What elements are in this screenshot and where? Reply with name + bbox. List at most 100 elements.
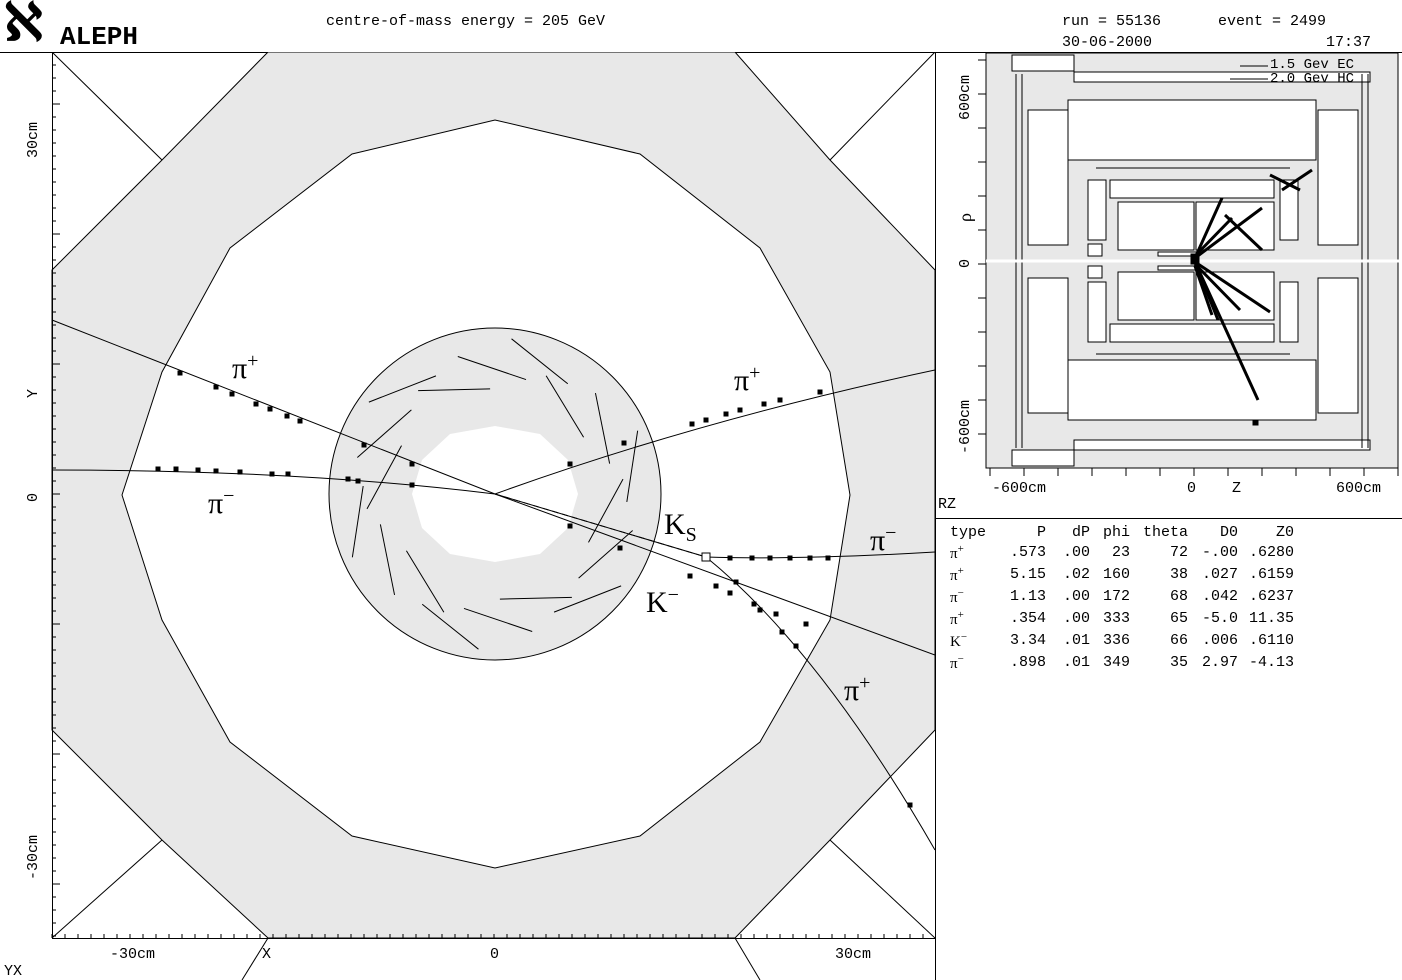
hit-marker xyxy=(723,411,729,417)
itc-wire xyxy=(545,375,585,438)
detector-module xyxy=(1011,449,1075,467)
strut-line xyxy=(734,937,761,980)
hit-marker xyxy=(773,611,779,617)
hit-marker xyxy=(817,389,823,395)
hit-marker xyxy=(687,573,693,579)
cell-dp: .00 xyxy=(1062,609,1090,627)
z-tick-label: 600cm xyxy=(1336,480,1382,497)
rz-vertex xyxy=(1190,253,1200,265)
type-symbol: π xyxy=(950,612,958,628)
cell-z0: .6237 xyxy=(1248,587,1294,605)
hit-marker xyxy=(213,468,219,474)
particle-label: π− xyxy=(208,485,235,520)
z-axis-label: Z xyxy=(1232,480,1242,497)
hit-marker xyxy=(803,621,809,627)
type-cell: π− xyxy=(950,585,1006,607)
col-header: P xyxy=(1036,524,1046,541)
rz-track xyxy=(1193,197,1224,259)
particle-table: type P dP phi theta D0 Z0 π+ .573.00 23 72-… xyxy=(950,524,1294,673)
cell-dp: .01 xyxy=(1062,631,1090,649)
itc-wire xyxy=(379,524,396,596)
r-tick-label: 0 xyxy=(957,258,974,268)
hit-marker xyxy=(767,555,773,561)
cell-theta: 68 xyxy=(1169,587,1188,605)
detector-module xyxy=(1279,179,1299,241)
itc-wire xyxy=(588,478,624,543)
hit-marker xyxy=(229,391,235,397)
itc-wire xyxy=(626,430,639,502)
cell-z0: -4.13 xyxy=(1248,653,1294,671)
hit-marker xyxy=(737,407,743,413)
detector-module xyxy=(1073,71,1371,83)
itc-wires xyxy=(351,338,639,650)
cell-phi: 349 xyxy=(1102,653,1130,671)
cell-phi: 172 xyxy=(1102,587,1130,605)
charge-symbol: − xyxy=(957,587,964,599)
itc-wire xyxy=(463,607,533,632)
detector-module xyxy=(1279,281,1299,343)
cell-z0: .6110 xyxy=(1248,631,1294,649)
hit-marker xyxy=(807,555,813,561)
particle-label: KS xyxy=(664,508,697,546)
hit-marker xyxy=(409,461,415,467)
detector-module xyxy=(1067,99,1317,161)
type-cell: K− xyxy=(950,629,1006,651)
cell-phi: 160 xyxy=(1102,565,1130,583)
itc-wire xyxy=(594,392,611,464)
detector-module xyxy=(1087,281,1107,343)
time-label: 17:37 xyxy=(1326,34,1372,51)
hit-marker xyxy=(237,469,243,475)
strut-line xyxy=(829,839,935,939)
rz-track xyxy=(1193,216,1234,258)
hit-marker xyxy=(703,417,709,423)
strut-line xyxy=(51,839,163,939)
rz-track xyxy=(1194,206,1263,260)
rz-view[interactable] xyxy=(936,53,1402,518)
z-tick-label: -600cm xyxy=(992,480,1047,497)
itc-wire xyxy=(351,486,364,558)
detector-module xyxy=(1011,54,1075,72)
yx-view[interactable] xyxy=(0,52,935,980)
cell-d0: .027 xyxy=(1201,565,1238,583)
cell-p: 1.13 xyxy=(1009,587,1046,605)
hit-marker xyxy=(269,471,275,477)
table-row: π+ 5.15 .02 160 38 .027 .6159 xyxy=(950,563,1294,585)
hit-marker xyxy=(213,384,219,390)
header: ℵ ALEPH centre-of-mass energy = 205 GeV … xyxy=(0,0,1402,52)
hit-marker xyxy=(253,401,259,407)
strut-line xyxy=(241,937,269,980)
cell-d0: .042 xyxy=(1201,587,1238,605)
r-axis-label: ρ xyxy=(955,213,975,222)
type-cell: π+ xyxy=(950,563,1006,585)
hit-marker xyxy=(284,413,290,419)
type-cell: π− xyxy=(950,651,1006,673)
cell-theta: 72 xyxy=(1169,543,1188,561)
cell-d0: -5.0 xyxy=(1201,609,1238,627)
col-header: type xyxy=(950,524,987,541)
y-axis-label: Y xyxy=(25,388,42,398)
cell-p: 3.34 xyxy=(1009,631,1046,649)
hit-marker xyxy=(689,421,695,427)
particle-label: π+ xyxy=(734,362,761,397)
type-cell: π+ xyxy=(950,541,1006,563)
type-symbol: π xyxy=(950,546,958,562)
cell-z0: .6280 xyxy=(1248,543,1294,561)
hit-marker xyxy=(177,370,183,376)
rz-hit xyxy=(1252,419,1259,426)
rz-track xyxy=(1194,260,1271,314)
rz-view-label: RZ xyxy=(938,496,957,513)
type-symbol: π xyxy=(950,568,958,584)
hit-marker xyxy=(567,523,573,529)
detector-module xyxy=(1087,179,1107,241)
itc-wire xyxy=(357,409,412,458)
hit-marker xyxy=(617,545,623,551)
logo-text: ALEPH xyxy=(60,22,139,52)
charge-symbol: − xyxy=(957,653,964,665)
date-label: 30-06-2000 xyxy=(1062,34,1153,51)
hit-marker xyxy=(907,802,913,808)
cell-dp: .02 xyxy=(1062,565,1090,583)
scale-ec-label: 1.5 Gev EC xyxy=(1270,57,1355,73)
cell-p: .354 xyxy=(1009,609,1046,627)
hit-marker xyxy=(825,555,831,561)
detector-module xyxy=(1109,323,1275,343)
